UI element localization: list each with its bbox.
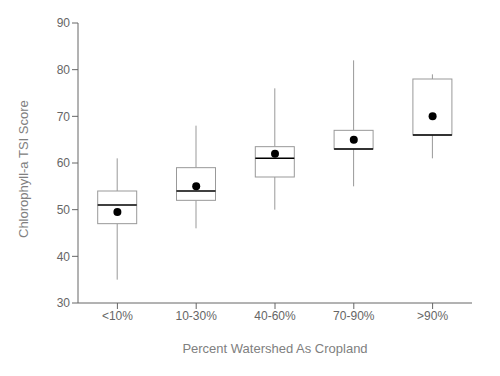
svg-text:40-60%: 40-60%: [254, 309, 296, 323]
svg-text:50: 50: [57, 203, 71, 217]
svg-text:70-90%: 70-90%: [333, 309, 375, 323]
svg-text:Chlorophyll-a TSI Score: Chlorophyll-a TSI Score: [16, 100, 31, 238]
svg-text:90: 90: [57, 16, 71, 30]
svg-text:40: 40: [57, 250, 71, 264]
svg-text:<10%: <10%: [102, 309, 133, 323]
svg-text:10-30%: 10-30%: [176, 309, 218, 323]
svg-text:>90%: >90%: [417, 309, 448, 323]
svg-text:60: 60: [57, 156, 71, 170]
svg-text:30: 30: [57, 296, 71, 310]
svg-text:80: 80: [57, 63, 71, 77]
svg-text:70: 70: [57, 110, 71, 124]
svg-text:Percent Watershed As Cropland: Percent Watershed As Cropland: [182, 341, 367, 356]
